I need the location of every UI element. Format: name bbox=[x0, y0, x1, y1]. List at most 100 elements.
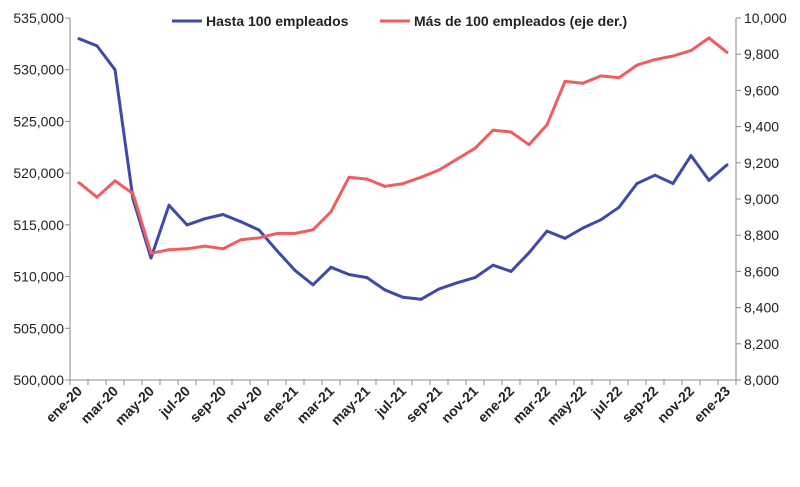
data-point-0 bbox=[725, 163, 729, 167]
data-point-1 bbox=[653, 58, 657, 62]
y-left-tick-label: 515,000 bbox=[13, 217, 64, 233]
data-point-1 bbox=[239, 238, 243, 242]
y-left-tick-label: 510,000 bbox=[13, 269, 64, 285]
series-layer bbox=[77, 36, 729, 301]
data-point-1 bbox=[383, 184, 387, 188]
data-point-0 bbox=[419, 297, 423, 301]
legend-label-mas-de-100: Más de 100 empleados (eje der.) bbox=[414, 13, 627, 29]
data-point-0 bbox=[185, 223, 189, 227]
data-point-0 bbox=[257, 228, 261, 232]
x-tick-label: ene-22 bbox=[474, 383, 517, 426]
data-point-0 bbox=[509, 269, 513, 273]
data-point-1 bbox=[473, 146, 477, 150]
series-line-0 bbox=[78, 37, 728, 301]
data-point-0 bbox=[527, 251, 531, 255]
y-right-tick-label: 8,200 bbox=[744, 336, 779, 352]
data-point-0 bbox=[635, 182, 639, 185]
data-point-0 bbox=[707, 178, 711, 182]
y-right-tick-label: 8,600 bbox=[744, 263, 779, 279]
x-tick-label: may-21 bbox=[328, 383, 374, 429]
series-line-1 bbox=[78, 36, 728, 255]
y-right-tick-label: 8,400 bbox=[744, 300, 779, 316]
data-point-0 bbox=[653, 173, 657, 177]
data-point-1 bbox=[113, 179, 117, 183]
x-tick-label: ene-20 bbox=[42, 383, 85, 426]
data-point-1 bbox=[437, 168, 441, 172]
data-point-0 bbox=[455, 281, 459, 285]
y-left-tick-label: 525,000 bbox=[13, 113, 64, 129]
y-right-tick-label: 9,200 bbox=[744, 155, 779, 171]
data-point-1 bbox=[347, 175, 351, 179]
data-point-0 bbox=[203, 217, 207, 221]
data-point-1 bbox=[725, 50, 729, 54]
y-left-tick-label: 500,000 bbox=[13, 372, 64, 388]
data-point-0 bbox=[473, 276, 477, 280]
x-tick-label: ene-23 bbox=[690, 383, 733, 426]
x-tick-label: sep-22 bbox=[618, 383, 661, 426]
y-right-tick-label: 8,800 bbox=[744, 227, 779, 243]
data-point-1 bbox=[635, 63, 639, 67]
x-tick-label: ene-21 bbox=[258, 383, 301, 426]
y-right-tick-label: 10,000 bbox=[744, 10, 787, 26]
data-point-1 bbox=[293, 231, 297, 235]
y-right-tick-label: 9,600 bbox=[744, 82, 779, 98]
x-tick-label: nov-21 bbox=[438, 383, 481, 426]
data-point-0 bbox=[347, 273, 351, 276]
data-point-1 bbox=[563, 79, 567, 83]
y-right-tick-label: 9,400 bbox=[744, 119, 779, 135]
x-tick-label: may-20 bbox=[112, 383, 158, 429]
data-point-0 bbox=[563, 236, 567, 240]
data-point-0 bbox=[221, 213, 225, 216]
data-point-0 bbox=[365, 276, 369, 280]
data-point-0 bbox=[95, 44, 99, 48]
data-point-1 bbox=[185, 247, 189, 251]
data-point-1 bbox=[77, 181, 81, 185]
data-point-1 bbox=[221, 247, 225, 251]
data-point-1 bbox=[311, 228, 315, 232]
data-point-0 bbox=[383, 288, 387, 292]
data-point-1 bbox=[671, 54, 675, 58]
legend-label-hasta-100: Hasta 100 empleados bbox=[206, 13, 349, 29]
data-point-0 bbox=[671, 182, 675, 185]
data-point-0 bbox=[437, 287, 441, 291]
data-point-0 bbox=[275, 249, 279, 253]
data-point-1 bbox=[545, 123, 549, 127]
data-point-1 bbox=[365, 177, 369, 181]
data-point-0 bbox=[113, 68, 117, 72]
data-point-0 bbox=[293, 268, 297, 272]
data-point-1 bbox=[95, 195, 99, 199]
data-point-0 bbox=[167, 203, 171, 207]
x-tick-label: nov-22 bbox=[654, 383, 697, 426]
y-right-tick-label: 8,000 bbox=[744, 372, 779, 388]
y-left-tick-label: 535,000 bbox=[13, 10, 64, 26]
data-point-0 bbox=[491, 263, 495, 267]
y-right-tick-label: 9,000 bbox=[744, 191, 779, 207]
data-point-0 bbox=[149, 256, 153, 260]
data-point-1 bbox=[149, 251, 153, 255]
data-point-0 bbox=[77, 37, 81, 41]
data-point-1 bbox=[203, 244, 207, 248]
data-point-1 bbox=[131, 192, 135, 196]
x-tick-label: sep-21 bbox=[402, 383, 445, 426]
data-point-0 bbox=[617, 205, 621, 209]
data-point-1 bbox=[257, 236, 261, 240]
data-point-1 bbox=[491, 128, 495, 132]
data-point-0 bbox=[599, 218, 603, 222]
data-point-0 bbox=[689, 154, 693, 158]
data-point-1 bbox=[419, 175, 423, 179]
chart-axes: 500,000 505,000 510,000 515,000 520,000 525,0… bbox=[13, 10, 787, 428]
data-point-0 bbox=[581, 226, 585, 230]
chart-legend: Hasta 100 empleados Más de 100 empleados… bbox=[172, 13, 627, 29]
y-left-tick-label: 530,000 bbox=[13, 62, 64, 78]
data-point-1 bbox=[599, 74, 603, 78]
data-point-1 bbox=[167, 248, 171, 252]
data-point-0 bbox=[329, 265, 333, 269]
data-point-0 bbox=[311, 283, 315, 287]
data-point-1 bbox=[509, 130, 513, 134]
data-point-1 bbox=[329, 210, 333, 214]
data-point-1 bbox=[689, 49, 693, 53]
data-point-0 bbox=[239, 220, 243, 224]
x-tick-label: may-22 bbox=[544, 383, 590, 429]
